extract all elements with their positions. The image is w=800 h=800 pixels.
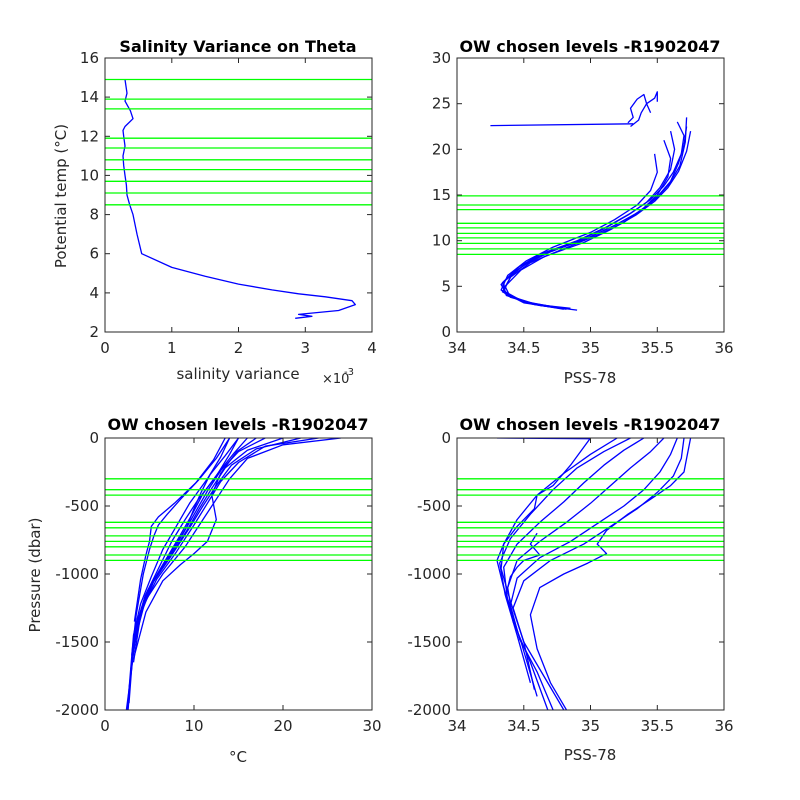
panel-title: Salinity Variance on Theta xyxy=(119,37,356,56)
y-tick-label: 0 xyxy=(441,323,451,341)
profile-line xyxy=(630,91,658,128)
y-tick-label: 0 xyxy=(441,429,451,447)
y-axis-label: Potential temp (°C) xyxy=(52,124,70,268)
plot-area xyxy=(457,438,724,710)
x-tick-label: 4 xyxy=(367,339,377,357)
x-tick-label: 34.5 xyxy=(507,717,540,735)
x-tick-label: 35 xyxy=(581,339,600,357)
y-tick-label: 10 xyxy=(80,166,99,184)
panel-title: OW chosen levels -R1902047 xyxy=(459,415,720,434)
profile-line xyxy=(490,123,634,127)
temperature-pressure-panel: OW chosen levels -R1902047 °C Pressure (… xyxy=(26,415,382,766)
profile-line xyxy=(499,438,631,683)
profile-line xyxy=(131,438,231,656)
y-tick-label: -1500 xyxy=(55,633,99,651)
y-tick-label: 20 xyxy=(432,140,451,158)
y-tick-label: -1000 xyxy=(407,565,451,583)
y-tick-label: 15 xyxy=(432,186,451,204)
salinity-variance-panel: Salinity Variance on Theta salinity vari… xyxy=(52,37,377,387)
y-tick-label: 12 xyxy=(80,127,99,145)
y-tick-label: 5 xyxy=(441,277,451,295)
y-axis-label: Pressure (dbar) xyxy=(26,518,44,633)
x-tick-label: 20 xyxy=(273,717,292,735)
x-tick-label: 34.5 xyxy=(507,339,540,357)
y-tick-label: 10 xyxy=(432,232,451,250)
y-tick-label: -2000 xyxy=(55,701,99,719)
salinity-theta-panel: OW chosen levels -R1902047 PSS-78 34 34.5… xyxy=(432,37,734,387)
y-tick-label: 4 xyxy=(89,284,99,302)
y-tick-label: -500 xyxy=(417,497,451,515)
y-tick-label: 16 xyxy=(80,49,99,67)
profile-line xyxy=(128,438,231,690)
x-axis-label: PSS-78 xyxy=(564,746,617,764)
y-tick-label: -1500 xyxy=(407,633,451,651)
y-tick-label: 8 xyxy=(89,206,99,224)
profile-line xyxy=(500,153,658,308)
profile-line xyxy=(501,117,688,310)
x-tick-label: 0 xyxy=(100,717,110,735)
y-tick-label: 0 xyxy=(89,429,99,447)
profile-line xyxy=(500,438,618,690)
plot-area xyxy=(105,78,372,319)
panel-title: OW chosen levels -R1902047 xyxy=(459,37,720,56)
x-tick-label: 2 xyxy=(234,339,244,357)
x-axis-label: salinity variance xyxy=(176,365,299,383)
plot-area xyxy=(105,438,372,710)
y-tick-label: 6 xyxy=(89,245,99,263)
x-tick-label: 34 xyxy=(447,717,466,735)
y-tick-label: -1000 xyxy=(55,565,99,583)
x-tick-label: 1 xyxy=(167,339,177,357)
x-tick-label: 36 xyxy=(714,339,733,357)
panel-title: OW chosen levels -R1902047 xyxy=(107,415,368,434)
x-tick-label: 35 xyxy=(581,717,600,735)
profile-line xyxy=(132,438,240,663)
x-tick-label: 35.5 xyxy=(641,339,674,357)
y-tick-label: 2 xyxy=(89,323,99,341)
y-tick-label: 14 xyxy=(80,88,99,106)
x-axis-exponent-power: -3 xyxy=(344,367,354,378)
x-tick-label: 34 xyxy=(447,339,466,357)
y-tick-label: 30 xyxy=(432,49,451,67)
x-axis-exponent-base: ×10 xyxy=(322,372,349,387)
plot-area xyxy=(457,91,724,311)
x-tick-label: 30 xyxy=(362,717,381,735)
profile-line xyxy=(496,438,592,616)
x-tick-label: 3 xyxy=(301,339,311,357)
x-axis-label: °C xyxy=(229,748,247,766)
profile-line xyxy=(501,130,676,309)
x-axis-label: PSS-78 xyxy=(564,369,617,387)
x-tick-label: 35.5 xyxy=(641,717,674,735)
profile-line xyxy=(129,438,240,683)
y-tick-label: -2000 xyxy=(407,701,451,719)
x-tick-label: 10 xyxy=(184,717,203,735)
x-tick-label: 0 xyxy=(100,339,110,357)
x-tick-label: 36 xyxy=(714,717,733,735)
profile-line xyxy=(122,79,356,319)
salinity-pressure-panel: OW chosen levels -R1902047 PSS-78 34 34.5… xyxy=(407,415,733,764)
y-tick-label: -500 xyxy=(65,497,99,515)
y-tick-label: 25 xyxy=(432,95,451,113)
